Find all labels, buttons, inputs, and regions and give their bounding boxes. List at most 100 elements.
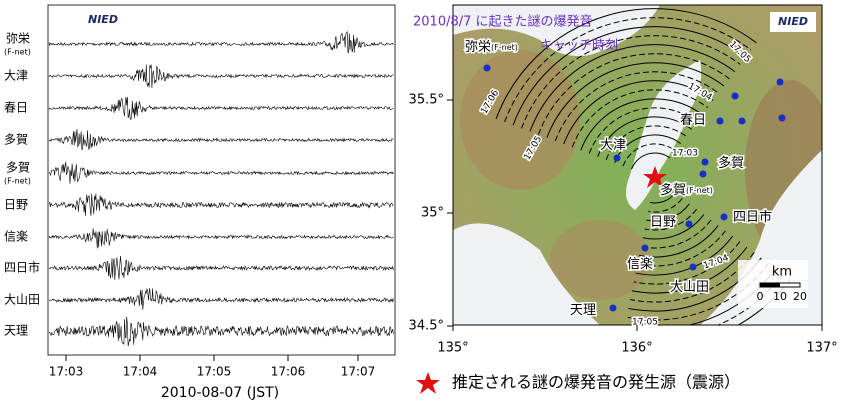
station-label: 春日	[4, 101, 28, 115]
epicenter	[643, 166, 667, 188]
station-name: 春日	[680, 113, 706, 128]
station-dot	[613, 154, 621, 162]
y-tick-label: 35°	[421, 206, 444, 221]
station-name: 天理	[570, 303, 596, 318]
station-dot	[720, 213, 728, 221]
station-dot	[701, 158, 709, 166]
map-title: 2010/8/7 に起きた謎の爆発音	[413, 14, 593, 30]
station-label: 天理	[570, 303, 596, 318]
station-dot	[483, 64, 491, 72]
station-label: 多賀	[6, 161, 30, 175]
sea	[453, 5, 660, 56]
station-name: 多賀	[718, 155, 744, 171]
lake	[626, 60, 702, 210]
station-dot	[731, 92, 739, 100]
station-dot	[776, 78, 784, 86]
station-name: 大津	[600, 138, 626, 153]
waveform	[48, 129, 394, 151]
scale-label: 20	[793, 290, 807, 303]
logo-box	[770, 12, 816, 32]
contour	[605, 125, 697, 231]
scale-label: 10	[773, 290, 787, 303]
sea	[453, 223, 600, 325]
station-dot	[685, 220, 693, 228]
station-label: 四日市	[4, 260, 40, 275]
station-label: 天理	[4, 324, 28, 338]
station-note: (F-net)	[4, 48, 31, 57]
legend-text: 推定される謎の爆発音の発生源（震源）	[452, 373, 740, 392]
waveform	[48, 316, 394, 347]
station-dot	[689, 263, 697, 271]
contour	[614, 134, 690, 222]
contour	[597, 116, 705, 240]
contour	[571, 89, 726, 267]
station-label: 四日市	[733, 209, 772, 225]
y-tick-label: 34.5°	[409, 319, 444, 334]
contour	[546, 62, 748, 294]
contour-label: 17:03	[672, 149, 698, 159]
waveform	[48, 64, 394, 88]
contour	[622, 143, 683, 213]
waveform	[48, 288, 394, 310]
contour	[588, 107, 712, 249]
station-name: 日野	[650, 215, 676, 230]
waveform	[48, 96, 394, 121]
contour	[563, 80, 733, 276]
station-name: 弥栄	[465, 39, 491, 55]
mountains	[460, 50, 580, 190]
station-label: 大山田	[670, 280, 709, 295]
station-dot	[738, 117, 746, 125]
station-label: 日野	[650, 215, 676, 230]
legend-star	[416, 372, 440, 394]
station-label: 多賀	[4, 133, 28, 147]
waveform	[48, 255, 394, 281]
x-tick-label: 17:04	[123, 365, 158, 379]
station-dot	[699, 170, 707, 178]
station-name: 信楽	[627, 256, 653, 272]
station-name: 四日市	[733, 209, 772, 225]
station-dot	[716, 117, 724, 125]
station-label: 多賀	[718, 155, 744, 171]
waveform	[48, 228, 394, 249]
station-label: 弥栄(F-net)	[465, 39, 518, 55]
map-area	[453, 5, 822, 325]
station-label: 春日	[680, 113, 706, 128]
x-tick-label: 17:06	[271, 365, 306, 379]
x-axis-label: 2010-08-07 (JST)	[161, 385, 279, 401]
seismogram-frame	[47, 4, 396, 356]
station-label: 大山田	[4, 293, 40, 307]
station-label: 弥栄	[6, 31, 30, 46]
station-dot	[778, 114, 786, 122]
station-name: 大山田	[670, 280, 709, 295]
x-tick-label: 17:07	[341, 365, 376, 379]
station-label: 信楽	[627, 256, 653, 272]
station-note: (F-net)	[686, 186, 713, 195]
map-title: キャッチ時刻	[540, 39, 618, 54]
contour	[537, 53, 755, 303]
contour	[631, 152, 676, 204]
station-label: 日野	[4, 198, 28, 212]
contour	[554, 71, 741, 285]
x-tick-label: 17:03	[49, 365, 84, 379]
station-label: 大津	[600, 138, 626, 153]
station-note: (F-net)	[4, 177, 31, 186]
waveform	[48, 161, 394, 184]
contour-label: 17:05	[632, 318, 658, 328]
y-tick-label: 35.5°	[409, 93, 444, 108]
station-dot	[641, 244, 649, 252]
station-label: 信楽	[4, 230, 28, 244]
mountains	[550, 220, 650, 300]
waveform	[48, 193, 394, 216]
station-dot	[609, 304, 617, 312]
station-note: (F-net)	[491, 43, 518, 52]
station-name: 多賀	[660, 182, 686, 198]
scale-unit: km	[772, 265, 792, 280]
x-tick-label: 137°	[806, 341, 837, 356]
scale-label: 0	[757, 290, 764, 303]
x-tick-label: 17:05	[197, 365, 232, 379]
waveform	[48, 30, 394, 54]
station-label: 大津	[4, 69, 28, 83]
x-tick-label: 135°	[437, 341, 468, 356]
